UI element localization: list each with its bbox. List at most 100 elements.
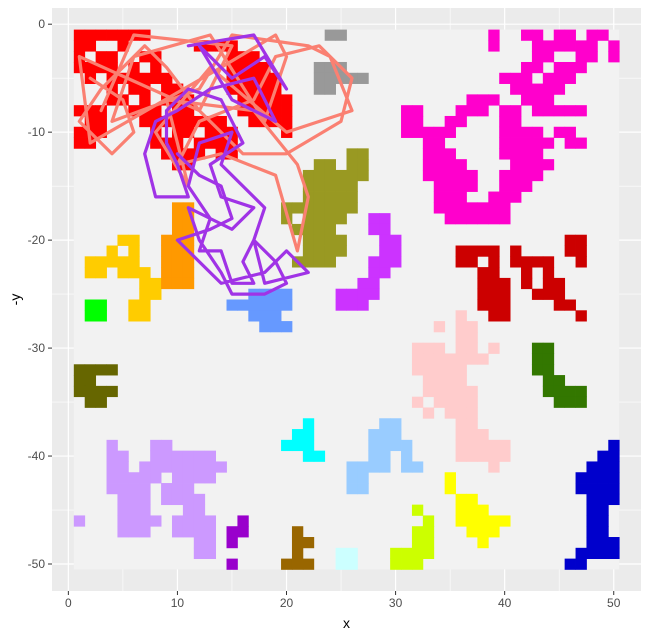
tile — [542, 267, 555, 279]
tile — [466, 202, 478, 214]
tile — [368, 450, 380, 462]
blob-17 — [444, 472, 511, 549]
tile — [488, 191, 500, 203]
tile — [444, 159, 456, 171]
tile — [73, 29, 86, 41]
tile — [346, 288, 358, 300]
tile — [324, 29, 336, 41]
tile — [346, 202, 358, 214]
tile — [488, 213, 500, 225]
tile — [171, 245, 184, 257]
tile — [237, 72, 249, 84]
tile — [390, 256, 402, 268]
tile — [455, 256, 467, 268]
tile — [531, 40, 544, 52]
tile — [455, 245, 467, 257]
tile — [335, 180, 347, 192]
tile — [182, 450, 195, 462]
tile — [313, 191, 326, 203]
tile — [302, 558, 315, 570]
tile — [84, 396, 97, 408]
tile — [357, 277, 369, 290]
tile — [324, 234, 336, 246]
tile — [433, 126, 446, 138]
tile — [444, 353, 456, 365]
tile — [597, 493, 609, 506]
tile — [411, 126, 424, 138]
tile — [161, 461, 173, 473]
tile — [161, 493, 173, 506]
tile — [117, 526, 129, 538]
tile — [564, 105, 576, 117]
tile — [182, 256, 195, 268]
tile — [531, 61, 544, 74]
tile — [281, 202, 293, 214]
tile — [193, 450, 206, 462]
tile — [215, 115, 227, 128]
tile — [106, 51, 118, 63]
tile — [422, 353, 435, 365]
tile — [161, 83, 173, 95]
tile — [488, 310, 500, 322]
tile — [466, 515, 478, 527]
tile — [182, 105, 195, 117]
blob-7 — [335, 213, 402, 311]
tile — [455, 180, 467, 192]
tile — [586, 40, 598, 52]
tile — [368, 223, 380, 236]
tile — [313, 245, 326, 257]
tile — [466, 396, 478, 408]
tile — [84, 105, 97, 117]
tile — [455, 159, 467, 171]
tile — [84, 364, 97, 376]
tile — [564, 72, 576, 84]
tile — [357, 169, 369, 182]
tile — [84, 40, 97, 52]
tile — [455, 396, 467, 408]
tile — [161, 256, 173, 268]
tile — [182, 115, 195, 128]
tile — [128, 83, 140, 95]
tile — [575, 245, 587, 257]
tile — [586, 461, 598, 473]
tile — [95, 299, 107, 311]
tile — [313, 213, 326, 225]
tile — [368, 213, 380, 225]
tile — [521, 180, 533, 192]
tile — [128, 504, 140, 516]
tile — [106, 83, 118, 95]
tile — [139, 526, 151, 538]
tile — [182, 94, 195, 106]
tile — [575, 61, 587, 74]
tile — [455, 493, 467, 506]
tile — [270, 310, 282, 322]
tile — [193, 526, 206, 538]
blob-16 — [564, 439, 620, 570]
y-tick-label: 0 — [38, 17, 45, 31]
tile — [73, 105, 86, 117]
tile — [422, 547, 435, 560]
tile — [411, 396, 424, 408]
tile — [586, 493, 598, 506]
tile — [444, 191, 456, 203]
tile — [510, 137, 522, 149]
tile — [379, 213, 391, 225]
tile — [139, 51, 151, 63]
tile — [444, 180, 456, 192]
tile — [455, 450, 467, 462]
tile — [521, 148, 533, 160]
tile — [161, 234, 173, 246]
tile — [477, 429, 489, 441]
tile — [335, 29, 347, 41]
tile — [531, 169, 544, 182]
tile — [117, 493, 129, 506]
tile — [499, 126, 511, 138]
tile — [182, 515, 195, 527]
tile — [444, 407, 456, 419]
tile — [401, 439, 413, 452]
tile — [150, 137, 162, 149]
tile — [433, 342, 446, 354]
tile — [586, 515, 598, 527]
tile — [390, 418, 402, 430]
